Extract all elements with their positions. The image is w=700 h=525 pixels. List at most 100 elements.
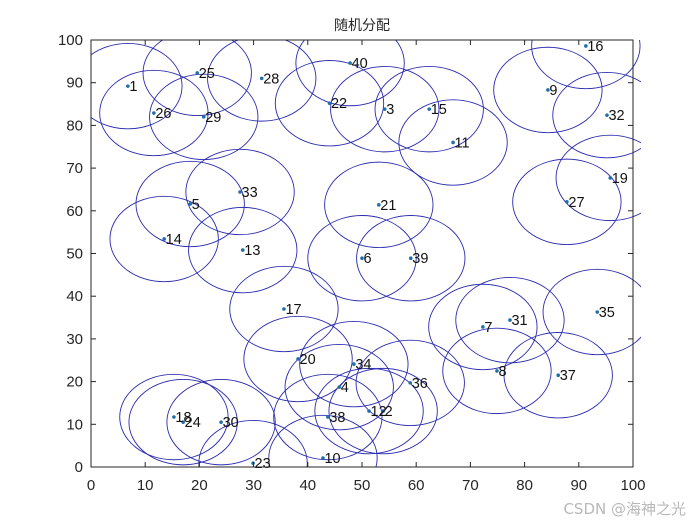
x-tick-label: 90 xyxy=(570,477,587,494)
coverage-circle xyxy=(119,373,229,461)
node-marker xyxy=(126,84,130,88)
node-label: 1 xyxy=(129,79,137,95)
node-label: 34 xyxy=(355,357,371,373)
node-label: 7 xyxy=(484,320,492,336)
coverage-circle xyxy=(91,42,183,130)
coverage-circle xyxy=(356,215,466,302)
plot-area xyxy=(91,40,633,467)
node-marker xyxy=(508,318,512,322)
coverage-circle xyxy=(284,344,394,431)
y-tick-label: 50 xyxy=(66,246,83,263)
node-marker xyxy=(162,237,166,241)
node-marker xyxy=(451,140,455,145)
y-tick-label: 80 xyxy=(66,117,83,134)
node-label: 10 xyxy=(324,451,340,467)
node-label: 33 xyxy=(242,185,258,201)
x-tick-label: 80 xyxy=(516,477,533,494)
node-labels: 1234567891011121314151617181920212223242… xyxy=(129,39,628,472)
node-marker xyxy=(172,415,176,419)
coverage-circle xyxy=(531,40,641,90)
coverage-circle xyxy=(355,339,465,427)
coverage-circle xyxy=(135,160,245,248)
node-marker xyxy=(188,202,192,206)
y-tick-label: 90 xyxy=(66,75,83,92)
node-marker xyxy=(495,369,499,373)
coverage-circle xyxy=(493,46,603,134)
node-marker xyxy=(219,420,223,424)
node-marker xyxy=(296,357,300,361)
y-tick-label: 30 xyxy=(66,331,83,348)
coverage-circle xyxy=(166,379,276,466)
node-label: 37 xyxy=(560,368,576,384)
coverage-circle xyxy=(295,40,405,107)
y-tick-label: 40 xyxy=(66,288,83,305)
coverage-circle xyxy=(149,73,259,161)
y-tick-label: 0 xyxy=(75,459,83,476)
coverage-circle xyxy=(207,40,317,122)
coverage-circle xyxy=(324,161,434,248)
x-tick-label: 10 xyxy=(137,477,154,494)
node-marker xyxy=(408,256,413,260)
node-label: 18 xyxy=(175,410,191,426)
watermark: CSDN @海神之光 xyxy=(563,500,686,518)
node-marker xyxy=(337,385,342,389)
y-tick-label: 10 xyxy=(66,416,83,433)
node-label: 8 xyxy=(498,364,506,380)
node-marker xyxy=(608,176,613,180)
node-marker xyxy=(259,76,264,81)
node-label: 36 xyxy=(412,376,428,392)
node-label: 5 xyxy=(192,197,200,213)
node-marker xyxy=(360,256,364,260)
coverage-circle xyxy=(442,327,552,415)
node-marker xyxy=(326,415,330,419)
coverage-circle xyxy=(274,60,385,147)
coverage-circle xyxy=(188,206,298,294)
node-marker xyxy=(481,325,485,329)
coverage-circle xyxy=(109,195,219,283)
node-label: 15 xyxy=(431,102,447,118)
node-label: 39 xyxy=(412,251,428,267)
node-marker xyxy=(240,248,245,252)
y-tick-label: 70 xyxy=(66,160,83,177)
coverage-circle xyxy=(428,283,538,371)
x-tick-label: 60 xyxy=(408,477,425,494)
node-label: 32 xyxy=(608,108,624,124)
node-marker xyxy=(321,456,325,460)
coverage-circle xyxy=(273,373,383,461)
node-label: 27 xyxy=(568,195,584,211)
node-label: 16 xyxy=(587,39,603,55)
node-label: 9 xyxy=(549,83,557,99)
coverage-circle xyxy=(552,72,641,159)
coverage-circle xyxy=(330,66,440,153)
node-label: 2 xyxy=(385,404,393,420)
coverage-circle xyxy=(268,414,378,467)
node-marker xyxy=(181,420,185,424)
coverage-circle xyxy=(243,315,353,403)
node-label: 40 xyxy=(352,56,368,72)
node-label: 31 xyxy=(511,313,527,329)
node-marker xyxy=(348,61,352,65)
x-tick-label: 30 xyxy=(245,477,262,494)
node-marker xyxy=(195,71,200,75)
node-marker xyxy=(427,107,432,111)
node-marker xyxy=(382,107,387,111)
node-label: 4 xyxy=(341,380,349,396)
node-label: 26 xyxy=(155,106,171,122)
coverage-circle xyxy=(299,320,409,408)
node-label: 21 xyxy=(380,198,396,214)
node-marker xyxy=(352,362,356,366)
x-tick-label: 100 xyxy=(620,477,645,494)
coverage-circle xyxy=(185,148,295,236)
node-marker xyxy=(584,44,588,48)
coverage-circle xyxy=(307,215,417,302)
node-marker xyxy=(408,381,413,385)
node-marker xyxy=(381,409,385,413)
coverage-circle xyxy=(542,268,641,356)
node-label: 38 xyxy=(329,410,345,426)
node-label: 14 xyxy=(166,232,182,248)
node-label: 11 xyxy=(455,135,470,151)
node-marker xyxy=(327,101,332,105)
node-label: 25 xyxy=(199,66,215,82)
x-tick-label: 40 xyxy=(299,477,316,494)
